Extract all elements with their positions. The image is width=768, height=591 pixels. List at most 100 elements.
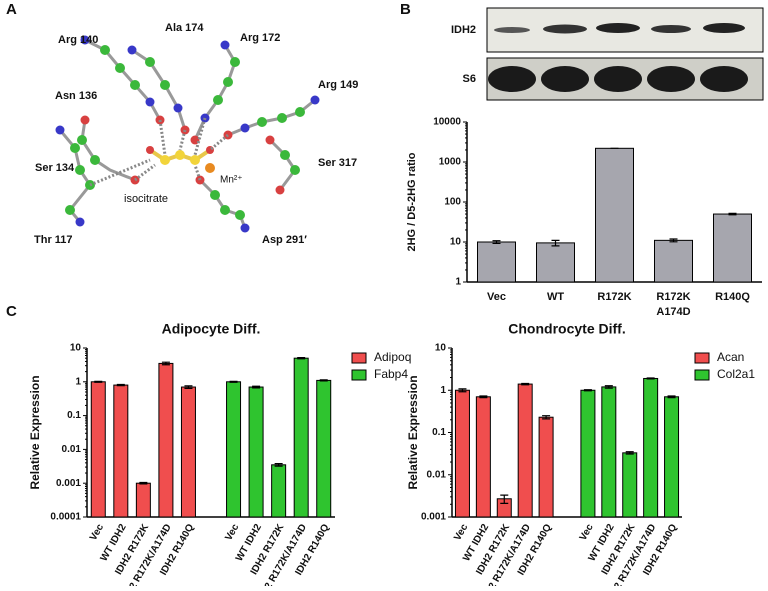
bar bbox=[713, 213, 752, 283]
error-bar bbox=[625, 451, 634, 455]
residue-label: Ser 134 bbox=[35, 162, 75, 174]
bar bbox=[113, 384, 129, 518]
bar bbox=[158, 362, 174, 518]
legend-label: Adipoq bbox=[374, 350, 411, 364]
error-bar bbox=[551, 239, 560, 247]
y-tick-label: 10 bbox=[435, 343, 447, 354]
legend-swatch bbox=[694, 369, 710, 381]
residue-label: Arg 149 bbox=[318, 79, 358, 91]
error-bar bbox=[274, 463, 283, 467]
error-bar bbox=[542, 415, 551, 420]
x-tick-label: Vec bbox=[88, 522, 106, 543]
error-bar bbox=[252, 385, 261, 389]
x-tick-label: Vec bbox=[578, 522, 596, 543]
ligand-label: isocitrate bbox=[124, 193, 168, 205]
error-bar bbox=[319, 379, 328, 382]
y-tick-label: 0.001 bbox=[421, 512, 446, 523]
residue-label: Arg 172 bbox=[240, 32, 280, 44]
x-tick-label: R140Q bbox=[715, 291, 750, 303]
y-axis-label: Relative Expression bbox=[406, 375, 420, 489]
blot-label: IDH2 bbox=[451, 24, 476, 36]
bar bbox=[454, 389, 470, 518]
bar bbox=[293, 357, 309, 518]
y-tick-label: 0.01 bbox=[427, 469, 447, 480]
error-bar bbox=[646, 377, 655, 380]
error-bar bbox=[184, 385, 193, 389]
chart-title: Chondrocyte Diff. bbox=[508, 321, 625, 337]
bar bbox=[180, 386, 196, 518]
bar bbox=[316, 379, 332, 518]
error-bar bbox=[94, 380, 103, 383]
residue-label: Arg 140 bbox=[58, 34, 98, 46]
blot-label: S6 bbox=[463, 73, 476, 85]
y-tick-label: 0.0001 bbox=[50, 512, 81, 523]
error-bar bbox=[500, 494, 509, 504]
error-bar bbox=[492, 240, 501, 245]
error-bar bbox=[229, 380, 238, 383]
legend-label: Fabp4 bbox=[374, 367, 408, 381]
error-bar bbox=[728, 212, 737, 216]
error-bar bbox=[521, 382, 530, 386]
x-tick-label: Vec bbox=[452, 522, 470, 543]
y-tick-label: 1000 bbox=[439, 157, 462, 168]
panel-label: B bbox=[400, 1, 411, 18]
bar bbox=[517, 383, 533, 518]
legend-label: Col2a1 bbox=[717, 367, 755, 381]
y-tick-label: 0.01 bbox=[62, 444, 82, 455]
y-tick-label: 0.1 bbox=[432, 427, 446, 438]
y-tick-label: 0.001 bbox=[56, 478, 81, 489]
y-tick-label: 1 bbox=[440, 385, 446, 396]
panel-label: A bbox=[6, 1, 17, 18]
y-tick-label: 10 bbox=[450, 237, 462, 248]
x-tick-label: R172K bbox=[597, 291, 631, 303]
error-bar bbox=[458, 388, 467, 393]
error-bar bbox=[583, 389, 592, 392]
bar bbox=[538, 416, 554, 518]
chart-title: Adipocyte Diff. bbox=[162, 321, 261, 337]
residue-label: Ser 317 bbox=[318, 157, 357, 169]
bar bbox=[477, 241, 516, 283]
western-blot bbox=[486, 7, 764, 101]
residue-label: Asp 291′ bbox=[262, 234, 307, 246]
error-bar bbox=[669, 238, 678, 243]
x-tick-label: Vec bbox=[487, 291, 506, 303]
error-bar bbox=[116, 383, 125, 387]
bar bbox=[622, 452, 638, 518]
bar bbox=[226, 381, 242, 518]
bar bbox=[135, 482, 151, 518]
legend-swatch bbox=[351, 369, 367, 381]
bar bbox=[654, 239, 693, 283]
legend-swatch bbox=[351, 352, 367, 364]
residue-label: Ala 174 bbox=[165, 22, 204, 34]
legend-swatch bbox=[694, 352, 710, 364]
bar bbox=[595, 147, 634, 283]
bar bbox=[601, 386, 617, 518]
ion-label: Mn²⁺ bbox=[220, 175, 243, 186]
panel-label: C bbox=[6, 303, 17, 320]
y-tick-label: 10 bbox=[70, 343, 82, 354]
error-bar bbox=[297, 356, 306, 360]
residue-label: Asn 136 bbox=[55, 90, 97, 102]
error-bar bbox=[667, 395, 676, 399]
x-tick-label: WT bbox=[547, 291, 564, 303]
y-tick-label: 10000 bbox=[433, 117, 461, 128]
error-bar bbox=[479, 395, 488, 399]
bar bbox=[271, 464, 287, 518]
bar bbox=[536, 242, 575, 283]
y-tick-label: 100 bbox=[444, 197, 461, 208]
y-tick-label: 1 bbox=[75, 376, 81, 387]
bar bbox=[664, 396, 680, 518]
x-tick-label: R172K A174D bbox=[656, 291, 690, 318]
structure bbox=[55, 35, 320, 233]
y-tick-label: 0.1 bbox=[67, 410, 81, 421]
error-bar bbox=[604, 385, 613, 389]
bar bbox=[643, 377, 659, 518]
bar bbox=[580, 389, 596, 518]
error-bar bbox=[139, 481, 148, 485]
bar bbox=[90, 381, 106, 518]
bar bbox=[475, 396, 491, 518]
y-axis-label: 2HG / D5-2HG ratio bbox=[406, 152, 418, 251]
bar bbox=[248, 386, 264, 518]
residue-label: Thr 117 bbox=[34, 234, 73, 246]
error-bar bbox=[161, 361, 170, 366]
